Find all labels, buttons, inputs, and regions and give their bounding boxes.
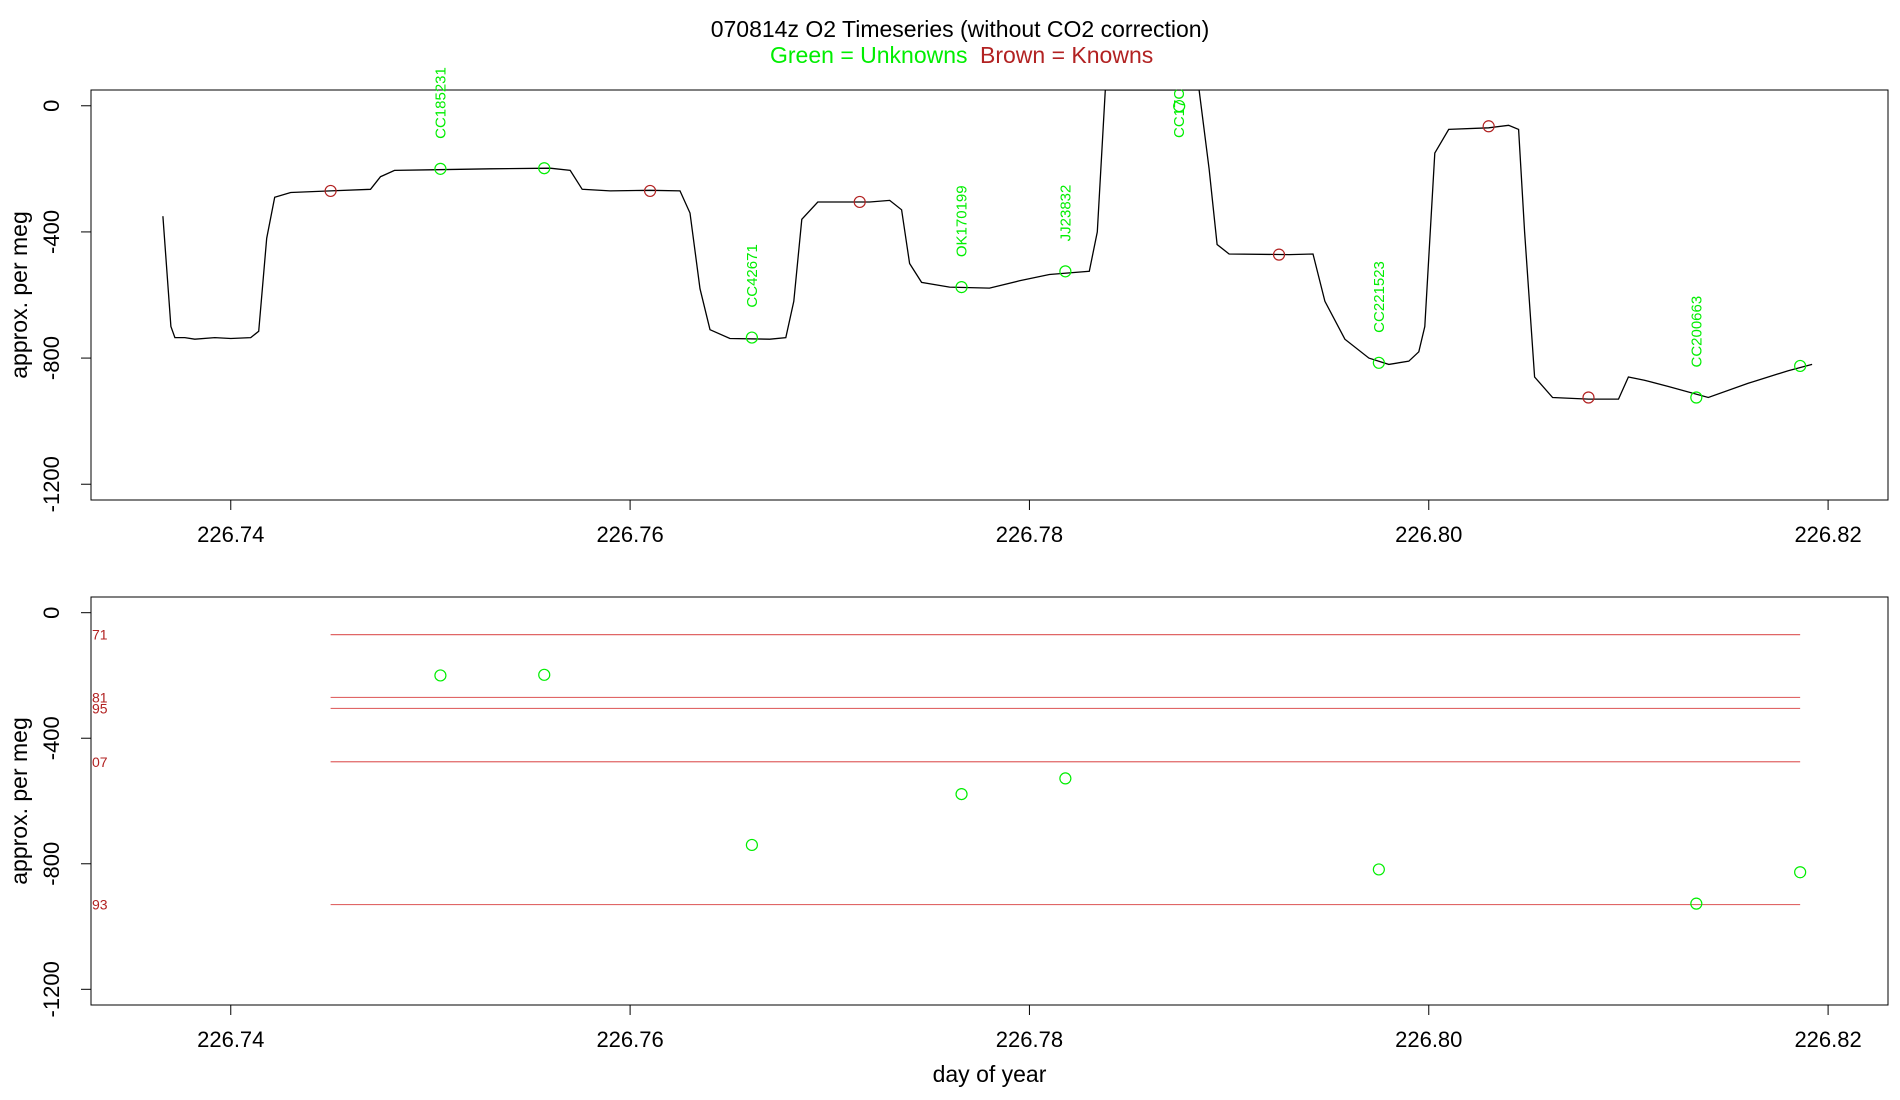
sample-label: CC221523 [1371, 261, 1388, 333]
bottom-x-tick-label: 226.82 [1794, 1027, 1861, 1052]
unknown-point [745, 331, 758, 344]
legend-knowns: Brown = Knowns [980, 42, 1153, 68]
sample-label: JJ23832 [1057, 185, 1074, 242]
sample-label: CC200663 [1688, 296, 1705, 368]
known-point [643, 184, 657, 198]
unknown-point [538, 162, 551, 175]
bottom-x-tick-label: 226.76 [596, 1027, 663, 1052]
timeseries-panel: 226.74 226.76 226.78 226.80 226.82 0 -400 -800 -… [6, 67, 1889, 547]
bottom-x-tick-label: 226.74 [197, 1027, 264, 1052]
reference-line-label: 07 [92, 754, 108, 770]
unknown-point [1059, 265, 1072, 278]
bottom-x-tick-label: 226.80 [1395, 1027, 1462, 1052]
top-x-tick-label: 226.80 [1395, 522, 1462, 547]
unknown-point [1794, 866, 1807, 879]
o2-series-line [162, 90, 1813, 400]
bottom-y-tick-label: -800 [39, 842, 64, 886]
known-point [324, 184, 337, 198]
top-y-tick-label: 0 [39, 100, 64, 112]
reference-line-label: 95 [92, 700, 108, 716]
bottom-y-tick-label: 0 [39, 607, 64, 619]
summary-panel: 226.74 226.76 226.78 226.80 226.82 0 -400 -800 -… [6, 596, 1889, 1087]
top-y-tick-label: -400 [39, 210, 64, 254]
top-plot-frame [90, 89, 1889, 501]
known-point [1582, 391, 1595, 404]
unknown-point [1690, 897, 1703, 910]
sample-label: CC185231 [432, 67, 449, 139]
unknown-point [434, 669, 447, 682]
unknown-point [955, 787, 968, 801]
bottom-plot-frame [90, 596, 1889, 1006]
top-x-tick-label: 226.76 [596, 522, 663, 547]
unknown-point [538, 668, 551, 681]
bottom-y-tick-label: -400 [39, 716, 64, 760]
chart-title: 070814z O2 Timeseries (without CO2 corre… [711, 16, 1210, 42]
bottom-y-tick-label: -1200 [39, 961, 64, 1017]
top-x-tick-label: 226.82 [1794, 522, 1861, 547]
bottom-x-tick-label: 226.78 [996, 1027, 1063, 1052]
known-point [1482, 120, 1495, 133]
top-y-tick-label: -800 [39, 336, 64, 380]
top-x-tick-label: 226.78 [996, 522, 1063, 547]
sample-label: CC42671 [744, 244, 761, 307]
unknown-point [1794, 359, 1807, 373]
unknown-point [745, 838, 758, 852]
unknown-point [1690, 391, 1703, 404]
bottom-y-axis-label: approx. per meg [6, 717, 32, 884]
bottom-x-axis-label: day of year [933, 1061, 1047, 1087]
reference-line-label: 93 [92, 897, 108, 913]
sample-label: OK170199 [954, 185, 971, 257]
top-x-tick-label: 226.74 [197, 522, 264, 547]
unknown-point [1372, 356, 1385, 369]
known-point [853, 195, 866, 209]
unknown-point [1173, 99, 1186, 113]
known-point [1272, 248, 1286, 261]
reference-line-label: 71 [92, 627, 108, 643]
unknown-point [1059, 772, 1072, 785]
top-y-axis-label: approx. per meg [6, 211, 32, 378]
reference-line-label: 81 [92, 689, 108, 705]
unknown-point [434, 162, 447, 175]
unknown-point [955, 281, 968, 294]
top-y-tick-label: -1200 [39, 456, 64, 512]
sample-label: CC17C [1171, 89, 1188, 138]
legend-unknowns: Green = Unknowns [770, 42, 968, 68]
unknown-point [1372, 863, 1385, 876]
